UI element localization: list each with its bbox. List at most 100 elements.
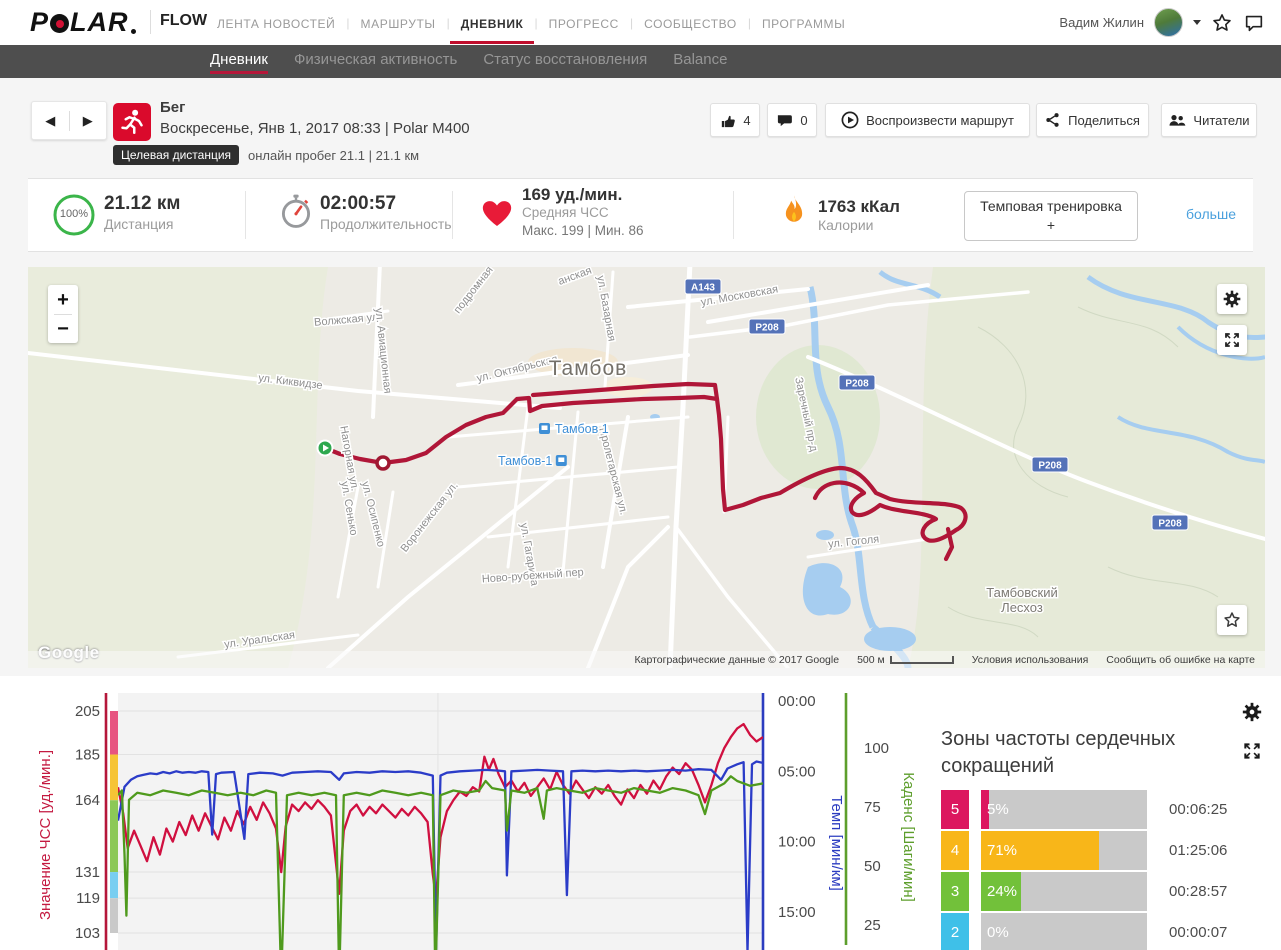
route-map[interactable]: Волжская ул. ул. Авиационная ул. Киквидзе Н… (28, 267, 1265, 668)
route-start-marker (316, 439, 334, 457)
hr-tick: 131 (75, 864, 100, 881)
share-button[interactable]: Поделиться (1036, 103, 1149, 137)
share-label: Поделиться (1068, 112, 1140, 128)
nav-item-3[interactable]: ДНЕВНИК (449, 2, 535, 44)
hr-zone-band (110, 711, 118, 755)
nav-item-2[interactable]: МАРШРУТЫ (360, 16, 436, 31)
like-button[interactable]: 4 (710, 103, 760, 137)
cadence-line (118, 775, 763, 950)
chart-fullscreen-button[interactable] (1238, 737, 1266, 765)
expand-icon (1225, 333, 1239, 347)
report-error-link[interactable]: Сообщить об ошибке на карте (1106, 653, 1255, 666)
area-label: Тамбовский (986, 585, 1058, 600)
thumbs-up-icon (722, 115, 736, 127)
zone-time: 00:28:57 (1169, 883, 1228, 900)
summary-stats-bar: 100% 21.12 км Дистанция 02:00:57 Продолж… (28, 178, 1253, 252)
nav-item-6[interactable]: ПРОГРАММЫ (761, 16, 846, 31)
activity-pager: ◀ ▶ (31, 101, 107, 140)
polar-logo[interactable]: P LAR (30, 7, 136, 38)
activity-title: Бег (160, 99, 186, 116)
prev-activity-button[interactable]: ◀ (45, 113, 56, 128)
hr-axis-label: Значение ЧСС [уд./мин.] (37, 750, 54, 920)
nav-item-4[interactable]: ПРОГРЕСС (548, 16, 619, 31)
map-scale-bar (889, 655, 954, 664)
flow-wordmark[interactable]: FLOW (160, 12, 208, 29)
pace-line (118, 760, 763, 950)
zone-time: 00:06:25 (1169, 801, 1228, 818)
user-name[interactable]: Вадим Жилин (1059, 15, 1144, 30)
gear-icon (1242, 702, 1262, 722)
pace-tick: 15:00 (778, 904, 816, 921)
city-label: Тамбов (549, 357, 628, 380)
map-attribution: Картографические данные © 2017 Google 50… (28, 651, 1265, 668)
user-area: Вадим Жилин (1059, 0, 1265, 45)
replay-route-label: Воспроизвести маршрут (866, 112, 1014, 128)
road-shield: Р208 (1151, 514, 1189, 531)
nav-item-5[interactable]: СООБЩЕСТВО (644, 16, 737, 31)
zoom-out-button[interactable]: − (57, 317, 69, 340)
zone-bar-track: 5% (981, 790, 1147, 829)
cadence-tick: 50 (864, 858, 881, 875)
target-row: Целевая дистанция онлайн пробег 21.1 | 2… (113, 145, 419, 165)
zone-bar-fill (981, 831, 1099, 870)
subnav-item-1[interactable]: Дневник (210, 45, 268, 74)
zoom-in-button[interactable]: + (57, 288, 69, 311)
target-value: онлайн пробег 21.1 | 21.1 км (248, 147, 420, 163)
comment-button[interactable]: 0 (767, 103, 817, 137)
map-settings-button[interactable] (1217, 284, 1247, 314)
zone-row-2: 2 0% 00:00:07 (941, 913, 1227, 950)
comment-count: 0 (800, 112, 808, 128)
hr-zone-band (110, 872, 118, 899)
header-divider (150, 10, 151, 34)
zone-percent: 71% (987, 842, 1018, 859)
readers-label: Читатели (1193, 112, 1250, 128)
hr-tick: 119 (76, 890, 100, 907)
subnav-item-4[interactable]: Balance (673, 51, 728, 68)
heart-rate-stat: 169 уд./мин. Средняя ЧСС Макс. 199 | Мин… (522, 185, 644, 240)
distance-stat: 21.12 км Дистанция (104, 193, 180, 233)
sub-nav: Дневник Физическая активность Статус восст… (0, 45, 1281, 78)
stopwatch-icon (278, 192, 314, 237)
zone-bar-fill (981, 790, 990, 829)
zone-percent: 0% (987, 924, 1009, 941)
svg-text:Тамбов-1: Тамбов-1 (498, 454, 552, 468)
avatar[interactable] (1154, 8, 1183, 37)
polar-logo-o (50, 14, 70, 33)
favorite-star-icon[interactable] (1211, 12, 1233, 34)
route-polyline (322, 381, 968, 562)
training-type-button[interactable]: Темповая тренировка + (964, 191, 1138, 241)
messages-icon[interactable] (1243, 12, 1265, 34)
chevron-down-icon[interactable] (1193, 20, 1201, 25)
zone-bar-fill (981, 872, 1021, 911)
subnav-item-3[interactable]: Статус восстановления (483, 51, 648, 68)
nav-item-1[interactable]: ЛЕНТА НОВОСТЕЙ (217, 16, 336, 31)
hr-zone-band (110, 898, 118, 933)
zone-time: 01:25:06 (1169, 842, 1228, 859)
cadence-tick: 25 (864, 917, 881, 934)
calories-value: 1763 кКал (818, 197, 900, 216)
subnav-item-2[interactable]: Физическая активность (293, 51, 458, 68)
terms-link[interactable]: Условия использования (971, 653, 1089, 666)
next-activity-button[interactable]: ▶ (82, 113, 93, 128)
distance-label: Дистанция (104, 216, 174, 232)
share-icon (1046, 113, 1059, 127)
hr-value: 169 уд./мин. (522, 185, 623, 204)
zone-bar-track: 24% (981, 872, 1147, 911)
chart-settings-button[interactable] (1238, 698, 1266, 726)
more-link[interactable]: больше (1186, 206, 1236, 222)
top-header: P LAR FLOW ЛЕНТА НОВОСТЕЙ | МАРШРУТЫ | ДНЕВНИ… (0, 0, 1281, 45)
road-shield: Р208 (1031, 456, 1069, 473)
hr-zone-band (110, 800, 118, 873)
gear-icon (1223, 290, 1241, 308)
map-fullscreen-button[interactable] (1217, 325, 1247, 355)
nav-separator: | (629, 15, 634, 30)
pace-tick: 10:00 (778, 834, 816, 851)
readers-button[interactable]: Читатели (1161, 103, 1257, 137)
replay-route-button[interactable]: Воспроизвести маршрут (825, 103, 1030, 137)
map-favorite-button[interactable] (1217, 605, 1247, 635)
zone-bar-track: 0% (981, 913, 1147, 950)
road-shield: Р208 (748, 318, 786, 335)
station-label: Тамбов 1 (539, 421, 610, 438)
zone-number: 5 (941, 790, 969, 829)
